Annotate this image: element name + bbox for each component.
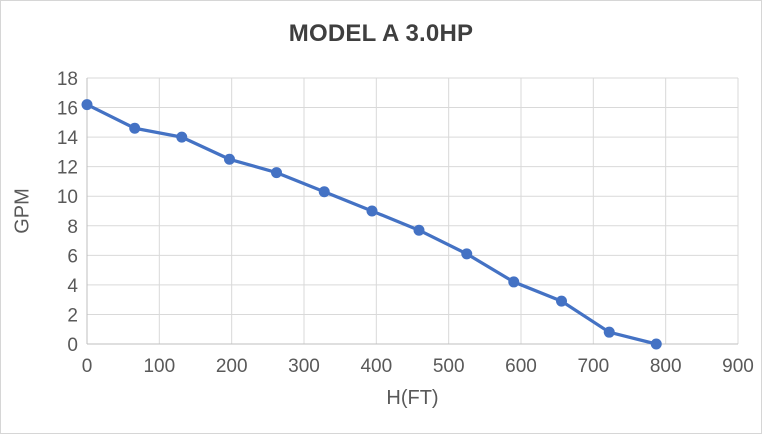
data-point-marker	[413, 224, 425, 236]
y-tick-label: 8	[67, 217, 78, 238]
x-tick-label: 400	[360, 356, 392, 377]
y-tick-label: 16	[57, 99, 78, 120]
x-axis-title: H(FT)	[386, 387, 439, 409]
x-tick-label: 300	[288, 356, 320, 377]
y-tick-label: 18	[57, 69, 78, 90]
y-tick-label: 0	[67, 335, 78, 356]
data-point-marker	[223, 153, 235, 165]
x-tick-label: 600	[505, 356, 537, 377]
x-tick-label: 500	[433, 356, 465, 377]
data-point-marker	[81, 99, 93, 111]
x-tick-label: 100	[143, 356, 175, 377]
data-point-marker	[650, 338, 662, 350]
y-tick-label: 4	[67, 276, 78, 297]
data-point-marker	[366, 205, 378, 217]
series-line	[85, 102, 658, 346]
data-point-marker	[129, 122, 141, 134]
x-tick-label: 700	[577, 356, 609, 377]
x-tick-label: 800	[650, 356, 682, 377]
data-point-marker	[176, 131, 188, 143]
data-point-marker	[603, 326, 615, 338]
x-tick-label: 0	[82, 356, 93, 377]
x-tick-label: 900	[722, 356, 754, 377]
data-point-marker	[508, 276, 520, 288]
y-tick-label: 6	[67, 246, 78, 267]
data-point-marker	[271, 167, 283, 179]
data-point-marker	[556, 295, 568, 307]
y-tick-label: 10	[57, 187, 78, 208]
y-tick-label: 12	[57, 158, 78, 179]
y-axis-title-text: GPM	[11, 188, 34, 234]
y-tick-label: 14	[57, 128, 79, 149]
x-tick-label: 200	[216, 356, 248, 377]
chart-title: MODEL A 3.0HP	[288, 20, 474, 47]
data-point-marker	[461, 248, 473, 260]
y-tick-label: 2	[67, 305, 78, 326]
data-point-marker	[318, 186, 330, 198]
